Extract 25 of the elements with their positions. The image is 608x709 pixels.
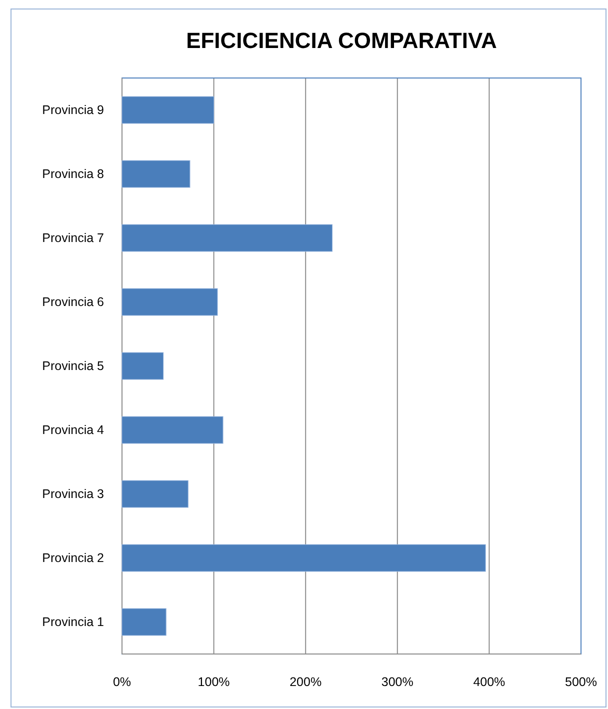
bar — [122, 224, 333, 252]
bar — [122, 288, 218, 316]
x-tick-label: 300% — [381, 675, 414, 689]
bar — [122, 608, 166, 636]
bar — [122, 160, 190, 188]
y-tick-label: Provincia 5 — [42, 359, 104, 373]
y-tick-label: Provincia 6 — [42, 295, 104, 309]
y-tick-label: Provincia 7 — [42, 231, 104, 245]
bar — [122, 96, 214, 124]
bar — [122, 480, 188, 508]
x-tick-label: 200% — [290, 675, 322, 689]
bar — [122, 416, 224, 444]
chart-title: EFICICIENCIA COMPARATIVA — [186, 28, 498, 53]
y-tick-label: Provincia 4 — [42, 423, 104, 437]
y-tick-label: Provincia 9 — [42, 103, 104, 117]
x-tick-label: 100% — [198, 675, 230, 689]
y-tick-label: Provincia 3 — [42, 487, 104, 501]
bar — [122, 544, 486, 572]
bar — [122, 352, 164, 380]
y-tick-label: Provincia 2 — [42, 551, 104, 565]
x-tick-label: 0% — [112, 675, 132, 689]
x-tick-label: 500% — [565, 675, 597, 689]
y-tick-label: Provincia 1 — [42, 615, 104, 629]
x-tick-label: 400% — [473, 675, 506, 689]
y-tick-label: Provincia 8 — [42, 167, 104, 181]
